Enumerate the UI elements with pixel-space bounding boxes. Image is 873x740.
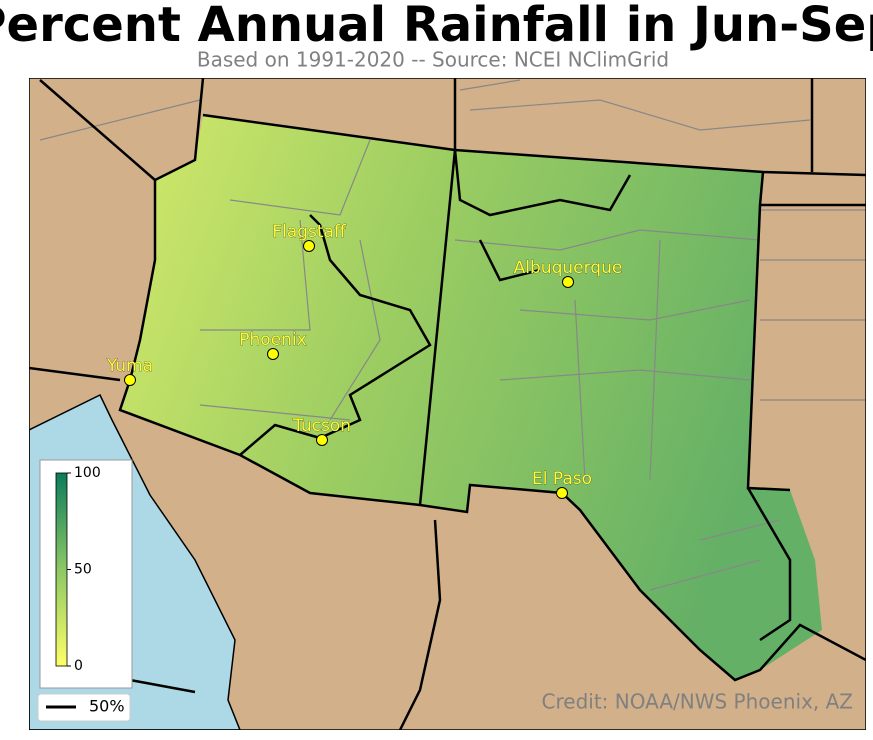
city-marker: [556, 487, 568, 499]
city-label: Yuma: [106, 356, 153, 376]
legend: 50%: [37, 693, 131, 722]
subtitle: Based on 1991-2020 -- Source: NCEI NClim…: [197, 48, 669, 72]
city-marker: [562, 276, 574, 288]
cities: Flagstaff Albuquerque Phoenix Yuma Tucso…: [106, 222, 623, 499]
title: Percent Annual Rainfall in Jun-Sep: [0, 0, 873, 53]
city-label: El Paso: [532, 469, 592, 489]
city-marker: [316, 434, 328, 446]
colorbar-tick-label: 0: [74, 658, 83, 674]
county-lines: [39, 79, 866, 591]
city-label: Tucson: [292, 416, 351, 436]
colorbar-tick-label: 100: [74, 465, 101, 481]
credit: Credit: NOAA/NWS Phoenix, AZ: [542, 690, 853, 714]
city-marker: [267, 348, 279, 360]
city-marker: [303, 240, 315, 252]
colorbar-box: [39, 459, 133, 689]
legend-box: [37, 693, 131, 722]
rainfall-field: [120, 115, 822, 680]
legend-label: 50%: [89, 697, 125, 716]
city-label: Phoenix: [239, 330, 306, 350]
city-label: Albuquerque: [514, 258, 623, 278]
colorbar: 0 50 100: [39, 459, 133, 689]
city-marker: [124, 374, 136, 386]
colorbar-scale: [55, 472, 68, 667]
colorbar-tick-label: 50: [74, 562, 92, 578]
fifty-percent-contour: [239, 149, 792, 642]
map: [29, 78, 866, 730]
city-label: Flagstaff: [272, 222, 347, 242]
